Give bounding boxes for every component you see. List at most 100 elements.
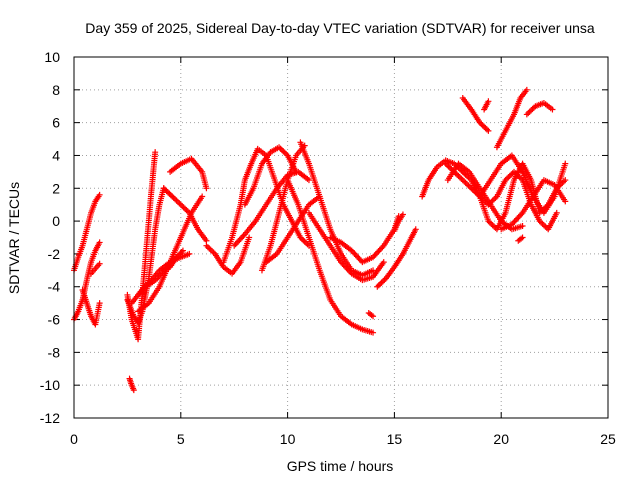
data-point: [178, 248, 185, 255]
data-point: [186, 250, 193, 257]
data-point: [152, 149, 159, 156]
data-points: [71, 86, 569, 394]
data-point: [380, 259, 387, 266]
data-point: [542, 223, 549, 230]
series-track-l: [126, 375, 137, 394]
series-track-s: [284, 177, 377, 336]
data-point: [169, 193, 176, 200]
data-point: [246, 234, 253, 241]
y-tick-label: -10: [40, 377, 60, 393]
data-point: [172, 196, 179, 203]
data-point: [523, 111, 530, 118]
series-track-x: [374, 226, 419, 290]
data-point: [562, 160, 569, 167]
data-point: [96, 300, 103, 307]
data-point: [491, 196, 498, 203]
data-point: [462, 179, 469, 186]
data-point: [488, 220, 495, 227]
plot-frame: [73, 56, 609, 419]
series-track-i: [135, 193, 206, 315]
chart-title: Day 359 of 2025, Sidereal Day-to-day VTE…: [85, 20, 595, 36]
data-point: [277, 145, 284, 152]
data-point: [204, 244, 211, 251]
data-point: [458, 175, 465, 182]
data-point: [281, 149, 288, 156]
data-point: [519, 223, 526, 230]
data-point: [485, 127, 492, 134]
data-point: [412, 226, 419, 233]
data-point: [166, 190, 173, 197]
data-point: [539, 220, 546, 227]
y-tick-label: 10: [44, 49, 60, 65]
series-track-y: [391, 211, 406, 234]
y-tick-label: -12: [40, 410, 60, 426]
x-tick-label: 25: [600, 431, 616, 447]
data-point: [370, 329, 377, 336]
data-point: [519, 234, 526, 241]
y-tick-label: 2: [52, 180, 60, 196]
series-track-k: [160, 185, 210, 244]
data-point: [179, 247, 186, 254]
series-track-ah: [515, 234, 526, 244]
data-point: [375, 282, 382, 289]
series-track-ai: [481, 98, 492, 113]
data-point: [525, 110, 532, 117]
data-point: [167, 192, 174, 199]
data-point: [489, 222, 496, 229]
data-point: [183, 207, 190, 214]
series-track-ac: [459, 95, 492, 134]
data-point: [481, 123, 488, 130]
data-point: [170, 194, 177, 201]
data-point: [378, 279, 385, 286]
data-point: [505, 174, 512, 181]
y-tick-label: 6: [52, 115, 60, 131]
data-point: [482, 125, 489, 132]
data-point: [177, 201, 184, 208]
data-point: [163, 188, 170, 195]
data-point: [562, 198, 569, 205]
data-point: [456, 174, 463, 181]
data-point: [377, 280, 384, 287]
series-track-a: [71, 191, 103, 274]
series-track-af: [476, 152, 569, 216]
data-point: [549, 106, 556, 113]
data-point: [483, 126, 490, 133]
data-point: [455, 172, 462, 179]
y-tick-label: 4: [52, 147, 60, 163]
data-point: [374, 283, 381, 290]
data-point: [96, 260, 103, 267]
y-tick-label: -8: [48, 344, 61, 360]
data-point: [173, 197, 180, 204]
series-track-j: [167, 155, 210, 192]
data-point: [174, 198, 181, 205]
data-point: [130, 387, 137, 394]
data-point: [203, 242, 210, 249]
data-point: [540, 222, 547, 229]
x-tick-label: 0: [70, 431, 78, 447]
data-point: [176, 200, 183, 207]
data-point: [491, 223, 498, 230]
series-track-z: [419, 157, 569, 233]
series-track-c: [79, 287, 103, 328]
y-tick-label: 8: [52, 82, 60, 98]
x-axis-label: GPS time / hours: [287, 458, 394, 474]
data-point: [529, 105, 536, 112]
axis-ticks: 0 5 10 15 20 25 -12 -10 -8 -6 -4 -2 0 2 4 6 8 10: [40, 49, 616, 447]
data-point: [179, 203, 186, 210]
data-point: [203, 185, 210, 192]
data-point: [96, 239, 103, 246]
data-point: [479, 122, 486, 129]
data-point: [506, 172, 513, 179]
data-point: [485, 98, 492, 105]
x-tick-label: 15: [387, 431, 403, 447]
data-point: [303, 239, 310, 246]
y-tick-label: -6: [48, 312, 61, 328]
x-tick-label: 20: [493, 431, 509, 447]
data-point: [293, 168, 300, 175]
data-point: [206, 245, 213, 252]
y-tick-label: -2: [48, 246, 61, 262]
data-point: [180, 204, 187, 211]
series-track-t: [297, 139, 377, 279]
data-point: [182, 205, 189, 212]
